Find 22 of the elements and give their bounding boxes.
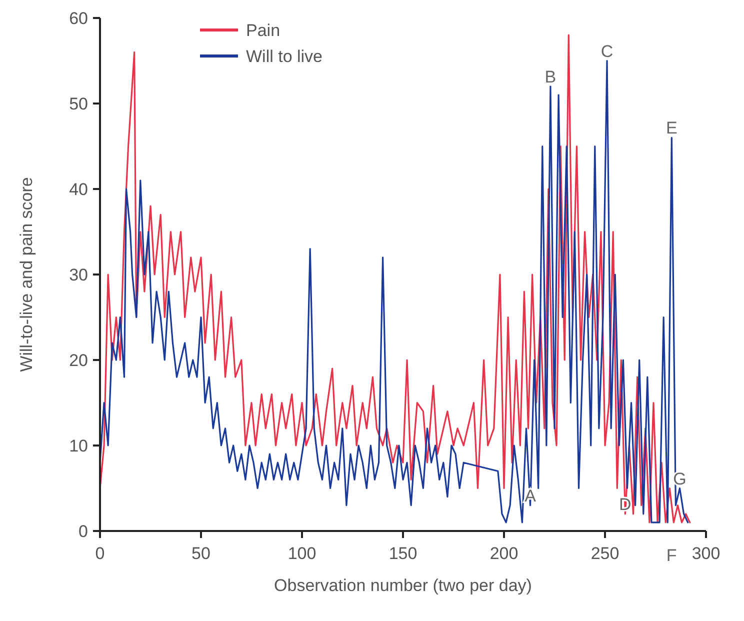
y-tick-label: 50: [69, 94, 88, 114]
y-axis-title: Will-to-live and pain score: [17, 177, 36, 372]
x-tick-label: 150: [388, 544, 418, 563]
y-tick-label: 10: [69, 436, 88, 456]
y-tick-label: 20: [69, 350, 88, 370]
annotation: C: [600, 42, 614, 61]
x-axis-title: Observation number (two per day): [274, 576, 532, 595]
y-tick-label: 60: [69, 8, 88, 28]
y-tick-label: 40: [69, 180, 88, 199]
x-tick-label: 100: [288, 544, 316, 563]
y-tick-label: 0: [78, 522, 88, 541]
annotation: F: [666, 546, 677, 565]
x-tick-label: 300: [692, 544, 720, 563]
legend-label: Will to live: [246, 46, 323, 66]
annotation: B: [544, 67, 556, 86]
x-tick-label: 200: [490, 544, 518, 563]
x-tick-label: 0: [95, 544, 105, 563]
y-tick-label: 30: [69, 265, 88, 284]
x-tick-label: 250: [590, 544, 620, 563]
annotation: E: [666, 118, 678, 138]
x-tick-label: 50: [192, 544, 210, 563]
legend-label: Pain: [246, 20, 280, 40]
